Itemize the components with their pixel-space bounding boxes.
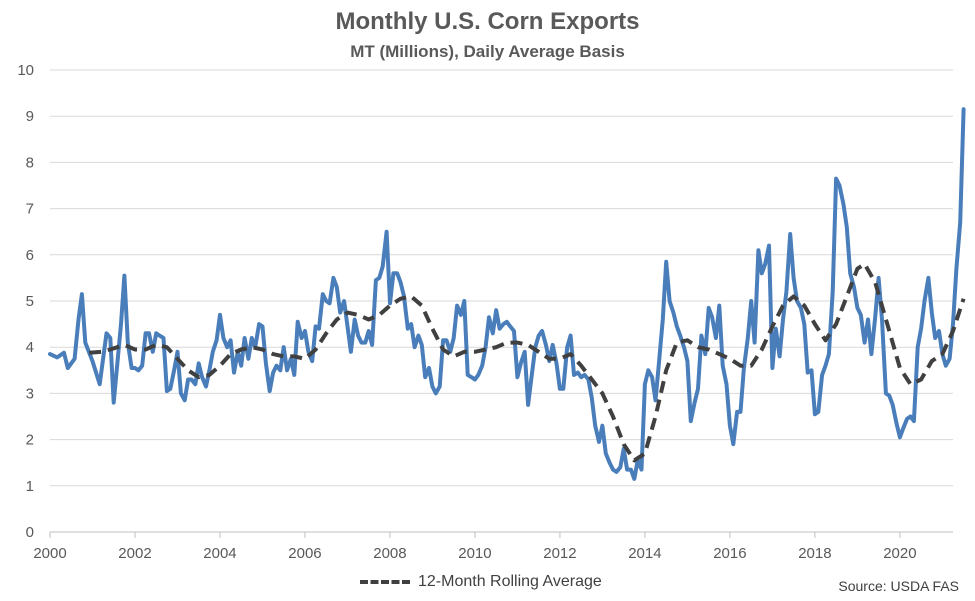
legend-dashed-swatch: [360, 580, 410, 584]
y-tick-label: 3: [26, 385, 34, 402]
x-tick-label: 2006: [288, 545, 321, 562]
y-tick-label: 5: [26, 293, 34, 310]
x-tick-label: 2014: [628, 545, 661, 562]
x-tick-label: 2018: [798, 545, 831, 562]
y-tick-label: 1: [26, 478, 34, 495]
chart-subtitle: MT (Millions), Daily Average Basis: [350, 42, 625, 61]
x-tick-label: 2012: [543, 545, 576, 562]
legend: 12-Month Rolling Average: [360, 573, 602, 591]
y-tick-label: 7: [26, 201, 34, 218]
rolling-average-line: [88, 262, 966, 463]
y-tick-label: 10: [17, 62, 34, 79]
y-tick-label: 0: [26, 524, 34, 541]
x-tick-label: 2010: [458, 545, 491, 562]
y-tick-label: 6: [26, 247, 34, 264]
x-tick-label: 2002: [118, 545, 151, 562]
x-tick-label: 2004: [203, 545, 236, 562]
x-tick-label: 2000: [33, 545, 66, 562]
y-tick-label: 8: [26, 154, 34, 171]
x-tick-label: 2020: [883, 545, 916, 562]
chart-title: Monthly U.S. Corn Exports: [335, 8, 640, 35]
x-tick-label: 2008: [373, 545, 406, 562]
legend-label: 12-Month Rolling Average: [418, 573, 602, 590]
gridlines: [49, 69, 953, 538]
y-tick-label: 4: [26, 339, 34, 356]
series-lines: [48, 107, 966, 481]
y-tick-label: 9: [26, 108, 34, 125]
source-note: Source: USDA FAS: [838, 578, 959, 594]
x-axis-tick-labels: 2000 2002 2004 2006 2008 2010 2012 2014 2016 2018…: [33, 545, 916, 562]
x-tick-label: 2016: [713, 545, 746, 562]
monthly-exports-line: [48, 107, 966, 481]
y-axis-tick-labels: 0 1 2 3 4 5 6 7 8 9 10: [17, 62, 34, 541]
y-tick-label: 2: [26, 432, 34, 449]
